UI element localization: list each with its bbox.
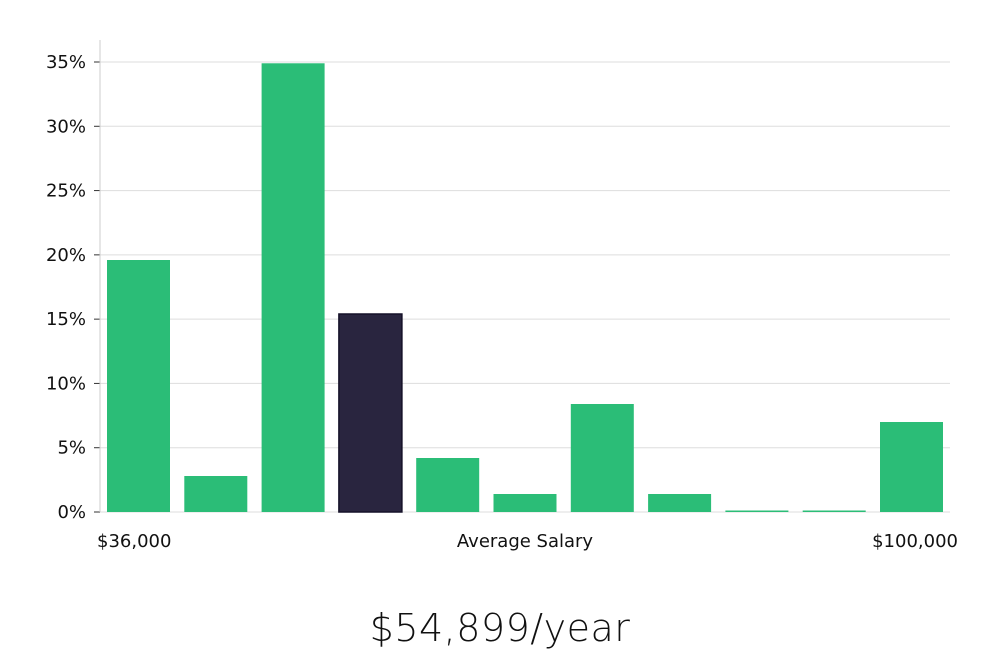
- bar: [493, 494, 557, 512]
- chart-canvas: 0% 5% 10% 15% 20% 25% 30% 35% $36,000 Average S…: [46, 40, 958, 552]
- bar: [725, 510, 789, 512]
- x-axis-max-label: $100,000: [872, 531, 958, 552]
- bar: [570, 404, 634, 512]
- y-tick-label: 15%: [46, 309, 86, 330]
- bar: [880, 422, 943, 512]
- y-tick-label: 20%: [46, 245, 86, 266]
- y-tick-label: 30%: [46, 116, 86, 137]
- y-tick-label: 25%: [46, 181, 86, 202]
- bar: [416, 458, 480, 512]
- bars: [107, 63, 943, 513]
- y-tick-label: 35%: [46, 52, 86, 73]
- x-axis-label: Average Salary: [457, 531, 594, 552]
- bar: [261, 63, 325, 513]
- bar: [648, 494, 712, 512]
- y-tick-label: 10%: [46, 373, 86, 394]
- average-salary-caption: $54,899/year: [369, 606, 631, 650]
- bar-highlighted: [338, 313, 403, 513]
- y-tick-label: 5%: [57, 438, 86, 459]
- bar: [184, 476, 248, 512]
- y-tick-label: 0%: [57, 502, 86, 523]
- x-axis-min-label: $36,000: [97, 531, 171, 552]
- bar: [107, 260, 170, 512]
- y-axis-ticks: 0% 5% 10% 15% 20% 25% 30% 35%: [46, 52, 100, 523]
- bar: [802, 510, 866, 512]
- grid-lines: [100, 61, 950, 513]
